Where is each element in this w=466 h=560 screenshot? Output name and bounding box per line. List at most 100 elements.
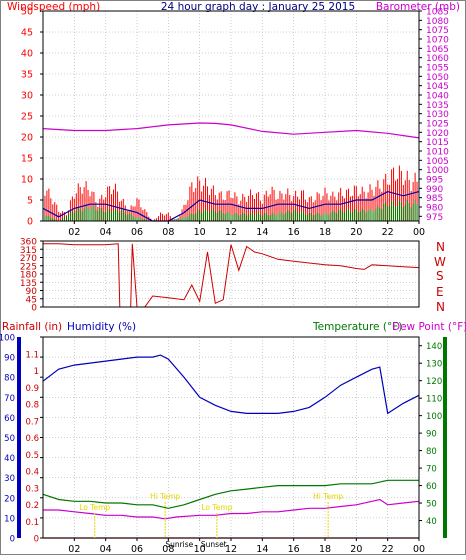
axes-layer: 0510152025303540455097598098599099510001… — [0, 7, 449, 556]
temperature-tick-label: 60 — [426, 482, 437, 492]
wind-chart-xtick-label: 04 — [100, 227, 112, 238]
humidity-chart-xtick-label: 16 — [288, 544, 300, 555]
temperature-tick-label: 90 — [426, 430, 437, 440]
humidity-tick-label: 80 — [4, 374, 15, 384]
barometer-line — [42, 122, 420, 139]
barometer-tick-label: 1030 — [426, 110, 449, 120]
barometer-tick-label: 1040 — [426, 92, 449, 102]
temperature-axis-bar — [443, 337, 447, 538]
windspeed-tick-label: 20 — [21, 133, 33, 144]
graph-title: 24 hour graph day : January 25 2015 — [161, 1, 355, 13]
humidity-tick-label: 30 — [4, 474, 15, 484]
barometer-tick-label: 1065 — [426, 45, 449, 55]
direction-tick-label: 225 — [20, 262, 37, 272]
humidity-chart-xtick-label: 02 — [68, 544, 80, 555]
barometer-tick-label: 975 — [426, 213, 443, 223]
wind-chart-xtick-label: 08 — [162, 227, 174, 238]
barometer-tick-label: 1010 — [426, 148, 449, 158]
temperature-tick-label: 80 — [426, 447, 437, 457]
temperature-tick-label: 110 — [426, 395, 442, 405]
barometer-tick-label: 980 — [426, 204, 443, 214]
temperature-axis-title: Temperature (°F) — [312, 321, 402, 333]
barometer-tick-label: 1015 — [426, 138, 449, 148]
humidity-tick-label: 60 — [4, 414, 15, 424]
low-temp-0-label: Lo Temp — [79, 503, 110, 512]
barometer-tick-label: 1025 — [426, 120, 449, 130]
humidity-tick-label: 40 — [4, 454, 15, 464]
humidity-chart-xtick-label: 12 — [225, 544, 237, 555]
humidity-chart-xtick-label: 18 — [319, 544, 331, 555]
compass-west: W — [434, 255, 446, 269]
barometer-tick-label: 1060 — [426, 54, 449, 64]
direction-tick-label: 360 — [20, 238, 37, 248]
wind-chart-xtick-label: 10 — [194, 227, 206, 238]
rainfall-tick-label: 1.1 — [25, 350, 39, 360]
barometer-tick-label: 1005 — [426, 157, 449, 167]
wind-chart-xtick-label: 00 — [413, 227, 425, 238]
compass-south: S — [436, 269, 444, 283]
rainfall-tick-label: 0.9 — [25, 384, 39, 394]
barometer-tick-label: 1020 — [426, 129, 449, 139]
barometer-tick-label: 1075 — [426, 26, 449, 36]
rainfall-tick-label: 0.8 — [25, 401, 39, 411]
rainfall-tick-label: 0.7 — [25, 417, 39, 427]
windspeed-tick-label: 50 — [21, 7, 33, 18]
barometer-tick-label: 1035 — [426, 101, 449, 111]
direction-tick-label: 135 — [20, 279, 37, 289]
rainfall-tick-label: 0.4 — [25, 468, 39, 478]
rainfall-tick-label: 0.1 — [25, 518, 39, 528]
windspeed-tick-label: 45 — [21, 28, 33, 39]
wind-chart-xtick-label: 02 — [68, 227, 80, 238]
humidity-tick-label: 20 — [4, 494, 15, 504]
series-layer — [42, 122, 420, 539]
humidity-chart-xtick-label: 04 — [100, 544, 112, 555]
windspeed-tick-label: 40 — [21, 49, 33, 60]
humidity-tick-label: 100 — [0, 334, 15, 344]
temperature-tick-label: 140 — [426, 342, 442, 352]
windspeed-tick-label: 10 — [21, 175, 33, 186]
annotation-layer: Hi Temp Hi Temp Lo Temp Lo Temp Sunrise Sunse… — [79, 492, 343, 549]
direction-tick-label: 90 — [26, 287, 38, 297]
humidity-chart-xtick-label: 20 — [350, 544, 362, 555]
dewpoint-axis-title: Dew Point (°F) — [392, 321, 466, 333]
humidity-axis-bar — [17, 337, 21, 538]
barometer-tick-label: 1085 — [426, 8, 449, 18]
wind-chart-xtick-label: 14 — [256, 227, 268, 238]
high-temp-0-label: Hi Temp — [150, 492, 180, 501]
rainfall-tick-label: 1 — [34, 367, 39, 377]
temperature-tick-label: 70 — [426, 465, 437, 475]
rainfall-tick-label: 0.2 — [25, 501, 39, 511]
windspeed-tick-label: 30 — [21, 91, 33, 102]
barometer-axis-title: Barometer (mb) — [376, 1, 460, 13]
dewpoint-line — [43, 498, 420, 520]
windspeed-axis-title: Windspeed (mph) — [7, 1, 100, 13]
humidity-tick-label: 50 — [4, 434, 15, 444]
humidity-axis-title: Humidity (%) — [67, 321, 136, 333]
rainfall-tick-label: 0 — [34, 535, 39, 545]
temperature-tick-label: 130 — [426, 360, 442, 370]
windspeed-tick-label: 35 — [21, 70, 33, 81]
barometer-tick-label: 1055 — [426, 64, 449, 74]
low-temp-1-label: Lo Temp — [201, 503, 232, 512]
humidity-line — [42, 354, 420, 415]
barometer-tick-label: 995 — [426, 176, 443, 186]
compass-north-bottom: N — [436, 300, 445, 314]
humidity-chart-xtick-label: 10 — [194, 544, 206, 555]
barometer-tick-label: 1070 — [426, 36, 449, 46]
direction-tick-label: 45 — [26, 295, 37, 305]
humidity-chart-xtick-label: 22 — [382, 544, 394, 555]
humidity-chart-xtick-label: 00 — [413, 544, 425, 555]
rainfall-tick-label: 0.5 — [25, 451, 39, 461]
temperature-tick-label: 50 — [426, 500, 437, 510]
direction-tick-label: 315 — [20, 246, 37, 256]
barometer-tick-label: 1045 — [426, 82, 449, 92]
direction-tick-label: 180 — [20, 271, 37, 281]
wind-chart-xtick-label: 22 — [382, 227, 394, 238]
temperature-tick-label: 40 — [426, 517, 437, 527]
average-wind-line — [42, 190, 420, 222]
wind-chart-xtick-label: 16 — [288, 227, 300, 238]
humidity-tick-label: 90 — [4, 354, 15, 364]
wind-chart-xtick-label: 20 — [350, 227, 362, 238]
